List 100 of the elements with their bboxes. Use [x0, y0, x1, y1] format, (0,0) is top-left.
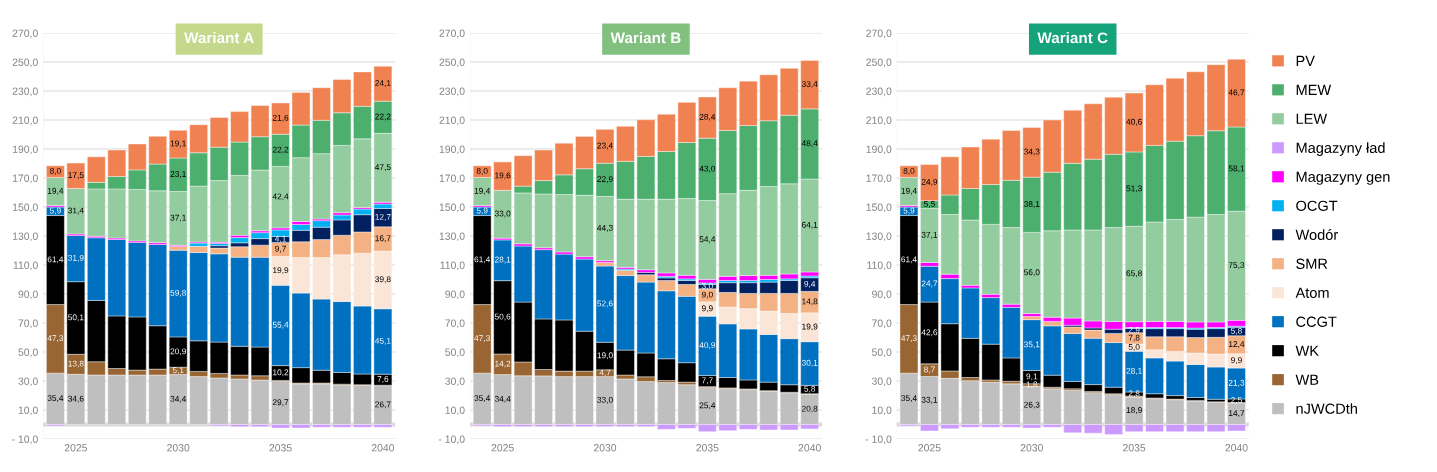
legend-label: SMR: [1296, 258, 1328, 269]
data-label: 14,7: [1229, 410, 1245, 418]
legend-label: OCGT: [1296, 200, 1338, 211]
data-label: 33,4: [801, 80, 818, 88]
x-tick-label: 2025: [918, 444, 941, 452]
y-tick-label: 30,0: [445, 377, 465, 387]
data-label: 56,0: [1024, 269, 1040, 277]
y-tick-label: 10,0: [445, 406, 465, 416]
legend-label: LEW: [1296, 113, 1328, 124]
data-label: 7,6: [377, 376, 389, 383]
data-label: 64,1: [802, 221, 818, 229]
data-label: 9,1: [1026, 373, 1038, 381]
data-label: 13,8: [68, 360, 84, 368]
data-label: 61,4: [474, 256, 491, 264]
legend-label: Wodór: [1295, 229, 1338, 240]
y-tick-label: - 10,0: [12, 435, 38, 445]
data-label: 23,4: [597, 142, 613, 150]
data-label: 35,1: [1023, 341, 1040, 349]
y-tick-label: 270,0: [439, 29, 465, 39]
data-label: 5,9: [903, 207, 915, 215]
data-label: 7,7: [701, 377, 713, 385]
y-tick-label: 190,0: [866, 145, 892, 155]
data-label: 50,6: [494, 313, 511, 321]
data-label: 14,2: [495, 360, 511, 368]
data-label: 5,8: [804, 385, 816, 393]
data-label: 47,3: [901, 335, 917, 343]
y-tick-label: 270,0: [12, 29, 38, 39]
data-label: 52,6: [597, 300, 613, 308]
y-tick-label: 110,0: [13, 261, 38, 271]
data-label: 20,9: [170, 348, 186, 356]
y-tick-label: 230,0: [12, 87, 38, 97]
y-tick-label: 190,0: [439, 145, 465, 155]
x-tick-label: 2035: [696, 444, 719, 452]
x-tick-label: 2025: [64, 444, 88, 452]
y-tick-label: - 10,0: [865, 435, 892, 445]
y-tick-label: 170,0: [439, 174, 465, 184]
data-label: 37,1: [170, 214, 186, 222]
data-label: 28,1: [1126, 367, 1142, 375]
data-label: 4,1: [274, 235, 286, 243]
data-label: 5,5: [923, 201, 935, 208]
y-tick-label: 30,0: [871, 377, 892, 387]
data-label: 19,0: [597, 352, 613, 360]
y-tick-label: 30,0: [18, 377, 38, 387]
data-label: 9,7: [275, 245, 286, 253]
data-label: 51,3: [1126, 185, 1142, 193]
legend-label: WB: [1295, 374, 1319, 385]
data-label: 22,9: [597, 176, 613, 184]
data-label: 50,1: [68, 314, 84, 322]
data-label: 14,8: [802, 298, 818, 306]
y-tick-label: 210,0: [866, 116, 892, 126]
data-label: 26,3: [1024, 401, 1040, 409]
data-label: 21,3: [1228, 379, 1245, 387]
legend-label: Magazyny gen: [1296, 171, 1390, 185]
data-label: 33,1: [921, 396, 938, 404]
y-tick-label: 90,0: [445, 290, 465, 300]
y-tick-label: - 10,0: [438, 435, 465, 445]
data-label: 75,3: [1228, 262, 1245, 270]
data-label: 35,4: [901, 395, 917, 403]
y-tick-label: 90,0: [872, 290, 892, 300]
data-label: 24,1: [375, 80, 391, 87]
data-label: 23,1: [170, 171, 186, 178]
data-label: 10,2: [273, 369, 289, 377]
data-label: 38,1: [1023, 201, 1040, 208]
data-label: 55,4: [272, 321, 289, 329]
data-label: 9,9: [701, 305, 713, 313]
data-label: 61,4: [47, 256, 64, 264]
data-label: 30,1: [801, 359, 818, 367]
x-tick-label: 2035: [269, 444, 292, 452]
data-label: 45,1: [374, 337, 391, 345]
data-label: 24,9: [921, 178, 938, 186]
data-label: 8,0: [49, 167, 61, 175]
data-label: 2,8: [1128, 390, 1140, 398]
data-label: 5,0: [1128, 343, 1140, 351]
data-label: 17,5: [68, 172, 84, 179]
y-tick-label: 110,0: [440, 261, 465, 271]
y-tick-label: 210,0: [439, 116, 465, 126]
y-tick-label: 270,0: [866, 29, 892, 39]
legend-label: WK: [1295, 345, 1319, 356]
y-tick-label: 230,0: [866, 87, 892, 97]
data-label: 34,3: [1023, 148, 1040, 156]
y-tick-label: 70,0: [18, 319, 38, 329]
data-label: 18,9: [1126, 407, 1142, 414]
data-label: 31,4: [68, 207, 84, 215]
data-label: 42,6: [921, 329, 938, 337]
data-label: 34,4: [494, 395, 511, 403]
data-label: 47,5: [374, 164, 391, 172]
data-label: 29,7: [272, 399, 289, 407]
data-label: 19,4: [901, 187, 917, 195]
x-tick-label: 2030: [593, 444, 617, 452]
data-label: 43,0: [699, 165, 716, 173]
y-tick-label: 90,0: [18, 290, 38, 300]
x-tick-label: 2040: [1225, 444, 1248, 452]
y-tick-label: 250,0: [866, 58, 892, 68]
legend-label: CCGT: [1296, 316, 1337, 327]
data-label: 8,7: [924, 366, 935, 374]
legend-label: PV: [1296, 55, 1315, 66]
data-label: 19,6: [495, 172, 511, 180]
chart-title: Wariant B: [610, 32, 681, 44]
data-label: 47,3: [474, 335, 490, 343]
data-label: 12,4: [1229, 341, 1245, 348]
